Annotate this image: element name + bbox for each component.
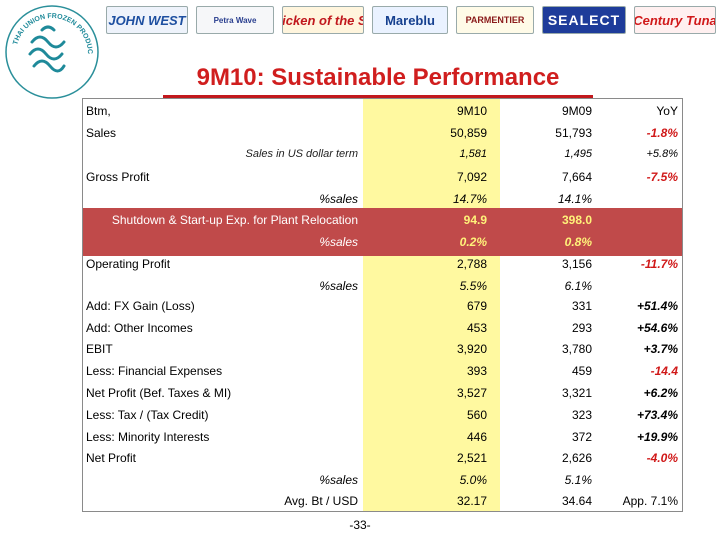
row-value-yoy: -11.7% xyxy=(640,257,678,271)
row-value-yoy: +73.4% xyxy=(636,408,678,422)
row-value-9m10: 32.17 xyxy=(456,494,487,508)
row-label-net-profit: Net Profit xyxy=(86,451,137,465)
row-value-9m10: 3,527 xyxy=(456,386,487,400)
table-header-9m09: 9M09 xyxy=(561,104,592,118)
company-logo-icon: THAI UNION FROZEN PRODUCTS PCL xyxy=(2,2,99,99)
table-header-yoy: YoY xyxy=(656,104,678,118)
row-label-avg-fx: Avg. Bt / USD xyxy=(284,494,358,508)
brand-logo-sealect: SEALECT xyxy=(542,6,626,34)
row-label-pct-sales: %sales xyxy=(319,235,358,249)
row-value-9m10: 1,581 xyxy=(459,148,487,160)
row-value-9m09: 14.1% xyxy=(557,192,592,206)
row-value-9m10: 94.9 xyxy=(463,213,487,227)
row-value-9m10: 393 xyxy=(466,364,487,378)
row-value-9m09: 372 xyxy=(571,430,592,444)
row-value-9m10: 2,788 xyxy=(456,257,487,271)
row-label-operating-profit: Operating Profit xyxy=(86,257,171,271)
row-value-9m09: 3,156 xyxy=(561,257,592,271)
row-value-9m09: 6.1% xyxy=(564,279,592,293)
row-value-9m09: 51,793 xyxy=(555,126,592,140)
row-value-yoy: -1.8% xyxy=(646,126,678,140)
row-value-9m10: 5.5% xyxy=(459,279,487,293)
brand-logo-mareblu: Mareblu xyxy=(372,6,448,34)
row-value-9m09: 3,780 xyxy=(561,342,592,356)
row-value-yoy: +5.8% xyxy=(646,148,679,160)
row-value-9m09: 0.8% xyxy=(564,235,592,249)
row-label-other-incomes: Add: Other Incomes xyxy=(86,321,193,335)
row-label-fx-gain: Add: FX Gain (Loss) xyxy=(86,299,195,313)
row-label-sales-usd: Sales in US dollar term xyxy=(245,148,359,160)
row-value-yoy: +6.2% xyxy=(643,386,678,400)
row-value-9m09: 398.0 xyxy=(561,213,592,227)
row-value-9m10: 7,092 xyxy=(456,170,487,184)
row-value-yoy: -14.4 xyxy=(650,364,678,378)
row-value-9m09: 331 xyxy=(571,299,592,313)
row-label-minority-interests: Less: Minority Interests xyxy=(86,430,210,444)
row-label-sales: Sales xyxy=(86,126,117,140)
row-value-9m10: 5.0% xyxy=(459,473,487,487)
row-value-9m10: 2,521 xyxy=(456,451,487,465)
highlight-column-9m10 xyxy=(363,98,500,512)
row-label-pct-sales: %sales xyxy=(319,279,358,293)
row-value-9m10: 446 xyxy=(466,430,487,444)
slide-title: 9M10: Sustainable Performance xyxy=(196,64,560,91)
row-value-9m09: 5.1% xyxy=(564,473,592,487)
table-header-9m10: 9M10 xyxy=(456,104,487,118)
row-label-gross-profit: Gross Profit xyxy=(86,170,150,184)
brand-logo-chicken-of-the-sea: Chicken of the Sea xyxy=(282,6,364,34)
row-value-9m10: 14.7% xyxy=(452,192,487,206)
row-value-yoy: +3.7% xyxy=(643,342,678,356)
title-underline xyxy=(163,95,593,98)
row-value-9m09: 3,321 xyxy=(561,386,592,400)
row-value-9m10: 50,859 xyxy=(450,126,487,140)
table-header-unit: Btm, xyxy=(86,104,111,118)
row-value-yoy: +54.6% xyxy=(636,321,678,335)
row-label-financial-expenses: Less: Financial Expenses xyxy=(86,364,223,378)
row-value-9m09: 459 xyxy=(571,364,592,378)
row-value-9m10: 679 xyxy=(466,299,487,313)
row-label-net-profit-before-tax: Net Profit (Bef. Taxes & MI) xyxy=(86,386,232,400)
row-value-9m10: 560 xyxy=(466,408,487,422)
row-value-9m09: 34.64 xyxy=(561,494,592,508)
brand-logo-petra-wave: Petra Wave xyxy=(196,6,274,34)
row-label-tax: Less: Tax / (Tax Credit) xyxy=(86,408,209,422)
row-value-yoy: -4.0% xyxy=(646,451,678,465)
row-value-9m09: 7,664 xyxy=(561,170,592,184)
row-value-9m10: 0.2% xyxy=(459,235,487,249)
row-value-9m09: 2,626 xyxy=(561,451,592,465)
brand-logo-john-west: JOHN WEST xyxy=(106,6,188,34)
row-label-pct-sales: %sales xyxy=(319,473,358,487)
row-value-yoy: -7.5% xyxy=(646,170,678,184)
row-value-9m09: 323 xyxy=(571,408,592,422)
table-frame xyxy=(82,98,683,512)
brand-logo-parmentier: PARMENTIER xyxy=(456,6,534,34)
row-value-9m09: 293 xyxy=(571,321,592,335)
brand-strip: JOHN WEST Petra Wave Chicken of the Sea … xyxy=(0,0,720,46)
row-value-9m10: 3,920 xyxy=(456,342,487,356)
page-number: -33- xyxy=(349,518,371,532)
brand-logo-century: Century Tuna xyxy=(634,6,716,34)
row-value-yoy: +51.4% xyxy=(636,299,678,313)
row-label-relocation: Shutdown & Start-up Exp. for Plant Reloc… xyxy=(111,213,358,227)
row-label-ebit: EBIT xyxy=(86,342,113,356)
relocation-highlight-band xyxy=(82,208,683,256)
row-value-yoy: App. 7.1% xyxy=(622,494,678,508)
row-label-pct-sales: %sales xyxy=(319,192,358,206)
row-value-9m09: 1,495 xyxy=(564,148,592,160)
row-value-9m10: 453 xyxy=(466,321,487,335)
row-value-yoy: +19.9% xyxy=(636,430,678,444)
